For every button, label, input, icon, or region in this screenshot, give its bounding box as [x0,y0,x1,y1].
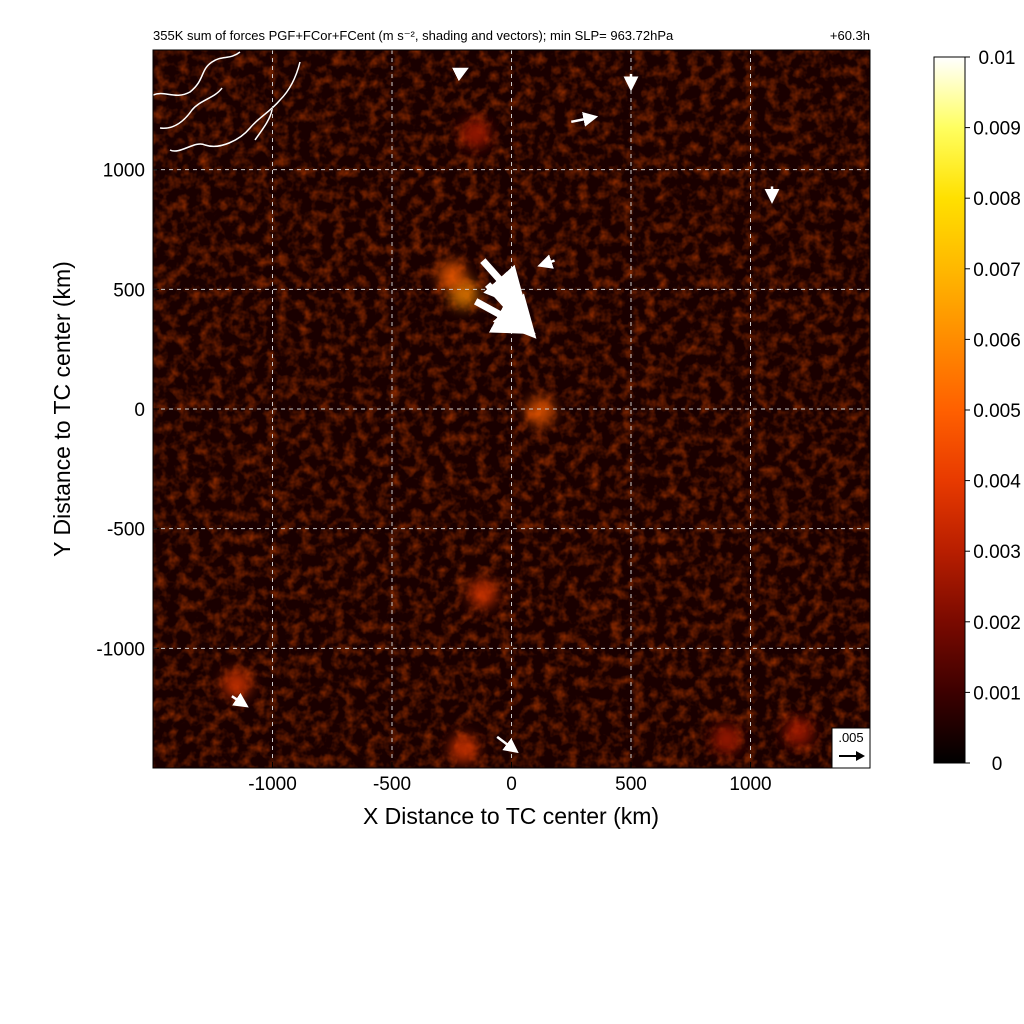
heat-hotspot [437,260,466,289]
reference-vector-key: .005 [831,727,871,769]
y-axis-title: Y Distance to TC center (km) [49,261,75,557]
heat-texture [153,50,870,768]
x-tick-label: 500 [615,774,647,795]
reference-vector-label: .005 [838,730,863,745]
heat-hotspot [449,734,478,763]
colorbar-tick-label: 0.004 [973,472,1021,493]
heat-hotspot [468,579,497,608]
colorbar-tick-label: 0.007 [973,260,1021,281]
x-tick-label: -1000 [248,774,297,795]
force-vector [480,258,527,311]
heat-hotspot [526,397,555,426]
force-vector [537,254,555,269]
force-vector [571,111,599,127]
colorbar-tick-label: 0.003 [973,542,1021,563]
force-vector [231,692,249,708]
force-vector [496,735,519,754]
colorbar-tick-label: 0.006 [973,330,1021,351]
colorbar-ticks: 0 0.001 0.002 0.003 0.004 0.005 0.006 0.007 0.00… [965,48,1021,775]
colorbar-tick-label: 0.002 [973,613,1021,634]
y-tick-label: 1000 [103,161,145,182]
y-tick-label: 0 [134,400,145,421]
coastline [153,51,301,152]
reference-vector-box [831,727,871,769]
reference-vector-arrowhead [856,751,865,761]
heat-hotspot [784,718,813,747]
heat-hotspot [222,670,251,699]
colorbar-tick-label: 0 [992,754,1003,775]
colorbar-gradient [933,56,966,764]
y-axis-ticks: -1000 -500 0 500 1000 [96,161,159,660]
heat-hotspots [222,119,813,763]
colorbar-tick-label: 0.005 [973,401,1021,422]
y-tick-label: -500 [107,520,145,541]
colorbar: 0 0.001 0.002 0.003 0.004 0.005 0.006 0.007 0.00… [933,48,1021,775]
force-vectors [231,67,780,754]
colorbar-tick-label: 0.008 [973,189,1021,210]
chart-title: 355K sum of forces PGF+FCor+FCent (m s⁻²… [153,28,674,43]
colorbar-tick-label: 0.01 [979,48,1016,69]
force-vector [452,67,469,82]
plot-area [153,50,870,768]
x-tick-label: 0 [506,774,517,795]
heat-hotspot [712,725,741,754]
y-tick-label: 500 [113,280,145,301]
x-tick-label: -500 [373,774,411,795]
colorbar-tick-label: 0.009 [973,119,1021,140]
forecast-time: +60.3h [830,28,870,43]
x-tick-label: 1000 [729,774,771,795]
colorbar-tick-label: 0.001 [973,683,1021,704]
y-tick-label: -1000 [96,639,145,660]
heat-hotspot [461,119,490,148]
x-axis-ticks: -1000 -500 0 500 1000 [248,762,772,795]
x-axis-title: X Distance to TC center (km) [363,803,659,829]
